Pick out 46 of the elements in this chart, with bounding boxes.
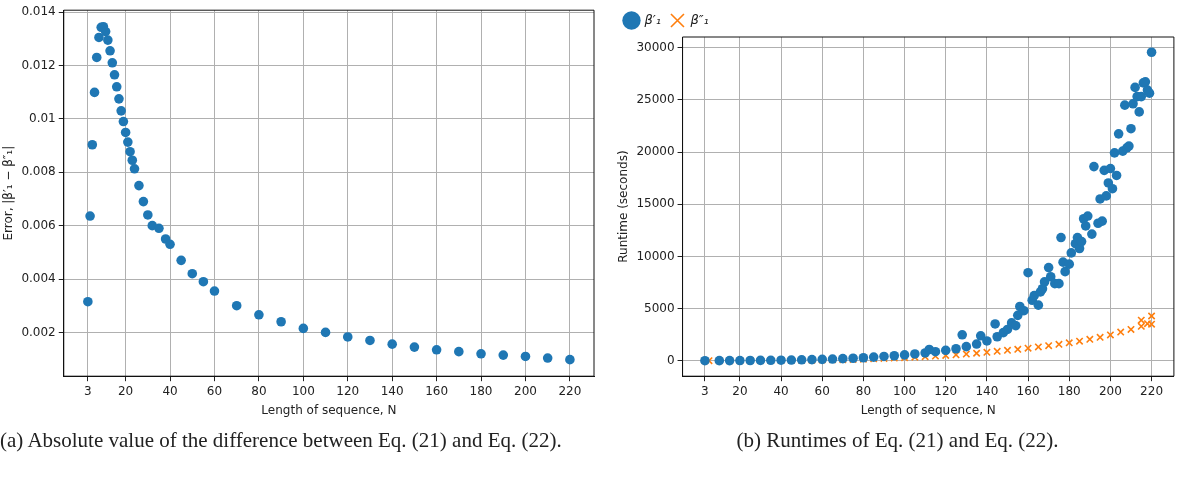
- y-tick-label: 0.008: [21, 164, 56, 179]
- y-tick-label: 0.01: [29, 110, 56, 125]
- x-axis-title: Length of sequence, N: [860, 402, 996, 417]
- x-tick-label: 40: [162, 383, 178, 398]
- x-tick-label: 60: [206, 383, 223, 398]
- x-tick-label: 160: [1016, 383, 1040, 398]
- x-tick-label: 160: [425, 383, 449, 398]
- y-axis-title: Error, |β′₁ − β″₁|: [1, 145, 16, 241]
- text: (a) Absolute value of the difference between Eq. (21) and Eq. (22).: [0, 427, 563, 454]
- x-tick-label: 60: [814, 383, 830, 398]
- x-tick-label: 200: [514, 383, 537, 398]
- legend-label: β″₁: [689, 11, 709, 27]
- x-tick-label: 120: [336, 383, 360, 398]
- y-tick-label: 25000: [636, 92, 675, 107]
- x-tick-label: 20: [732, 383, 748, 398]
- x-tick-label: 3: [701, 383, 709, 398]
- legend-label: β′₁: [643, 11, 661, 27]
- y-tick-label: 30000: [636, 39, 675, 54]
- x-tick-label: 180: [469, 383, 493, 398]
- y-tick-label: 0.012: [21, 57, 56, 72]
- y-tick-label: 0.006: [21, 217, 56, 232]
- y-tick-label: 15000: [636, 196, 675, 211]
- x-tick-label: 3: [84, 383, 92, 398]
- x-tick-label: 220: [1140, 383, 1164, 398]
- y-tick-label: 5000: [644, 300, 675, 315]
- x-tick-label: 120: [934, 383, 958, 398]
- x-tick-label: 40: [773, 383, 789, 398]
- y-tick-label: 10000: [636, 248, 675, 263]
- x-tick-label: 220: [558, 383, 582, 398]
- x-tick-label: 80: [251, 383, 267, 398]
- text: (b) Runtimes of Eq. (21) and Eq. (22).: [735, 427, 1060, 454]
- x-tick-label: 200: [1098, 383, 1122, 398]
- x-tick-label: 180: [1057, 383, 1081, 398]
- x-tick-label: 100: [893, 383, 917, 398]
- y-tick-label: 0.014: [21, 4, 56, 19]
- y-tick-label: 0.004: [21, 271, 56, 286]
- x-tick-label: 140: [380, 383, 404, 398]
- x-tick-label: 80: [855, 383, 872, 398]
- x-axis-title: Length of sequence, N: [261, 402, 397, 417]
- y-tick-label: 0.002: [21, 324, 56, 339]
- y-tick-label: 20000: [636, 144, 675, 159]
- y-tick-label: 0: [666, 352, 675, 367]
- x-tick-label: 100: [291, 383, 315, 398]
- x-tick-label: 20: [117, 383, 134, 398]
- x-tick-label: 140: [975, 383, 999, 398]
- y-axis-title: Runtime (seconds): [616, 150, 631, 263]
